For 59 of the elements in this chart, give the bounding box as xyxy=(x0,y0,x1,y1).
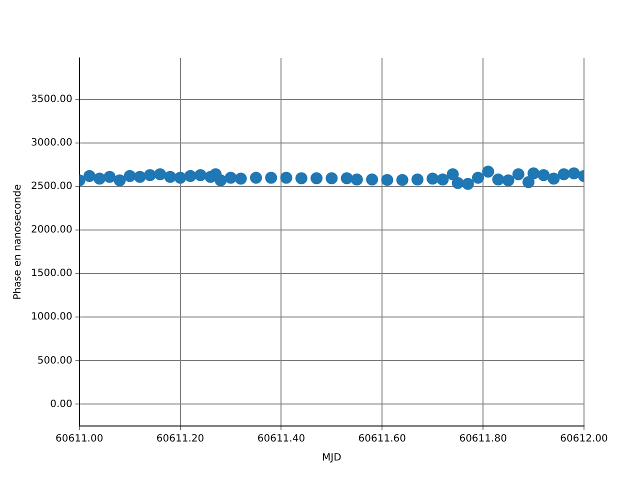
point xyxy=(174,172,186,184)
point xyxy=(144,169,156,182)
point xyxy=(326,172,338,184)
point xyxy=(472,172,484,184)
y-tick-label: 2500.00 xyxy=(30,181,72,192)
y-tick-label: 1000.00 xyxy=(30,312,72,323)
point xyxy=(502,174,514,186)
point xyxy=(265,172,278,184)
point xyxy=(446,168,459,180)
point xyxy=(452,176,464,189)
point xyxy=(558,168,570,180)
point xyxy=(528,167,540,180)
point xyxy=(366,174,378,186)
point xyxy=(164,170,176,183)
y-tick-label: 0.00 xyxy=(50,398,72,410)
point xyxy=(134,170,146,183)
x-tick-label: 60611.20 xyxy=(156,434,204,445)
point xyxy=(94,172,106,185)
y-tick-label: 2000.00 xyxy=(30,224,72,236)
x-tick-label: 60611.80 xyxy=(459,434,507,445)
point xyxy=(492,174,504,186)
point xyxy=(381,174,394,186)
point xyxy=(340,172,353,184)
x-tick-label: 60611.40 xyxy=(257,434,306,445)
point xyxy=(350,174,363,186)
point xyxy=(154,168,166,180)
point xyxy=(250,172,262,184)
point xyxy=(114,174,126,186)
point xyxy=(104,170,116,183)
point xyxy=(310,172,323,184)
point xyxy=(124,170,136,182)
y-tick-label: 3000.00 xyxy=(30,138,72,149)
y-tick-label: 1500.00 xyxy=(30,268,72,280)
point xyxy=(214,174,227,186)
point xyxy=(548,172,560,185)
point xyxy=(234,172,247,185)
point xyxy=(436,174,449,186)
point xyxy=(184,170,196,182)
point xyxy=(295,172,308,184)
point xyxy=(280,172,292,184)
point xyxy=(426,172,439,185)
point xyxy=(83,170,96,182)
point xyxy=(224,172,237,184)
y-tick-label: 3500.00 xyxy=(30,94,72,105)
point xyxy=(482,166,494,178)
point xyxy=(462,178,474,190)
y-axis-title: Phase en nanoseconde xyxy=(12,184,24,300)
point xyxy=(512,168,524,180)
point xyxy=(194,169,206,182)
point xyxy=(538,169,550,182)
point xyxy=(568,167,580,180)
point xyxy=(396,174,408,186)
x-tick-label: 60611.60 xyxy=(358,434,406,445)
x-tick-label: 60612.00 xyxy=(560,434,608,445)
y-tick-label: 500.00 xyxy=(37,355,72,366)
point xyxy=(522,176,534,188)
x-tick-label: 60611.00 xyxy=(55,434,104,445)
point xyxy=(411,174,424,186)
x-axis-title: MJD xyxy=(322,452,342,464)
